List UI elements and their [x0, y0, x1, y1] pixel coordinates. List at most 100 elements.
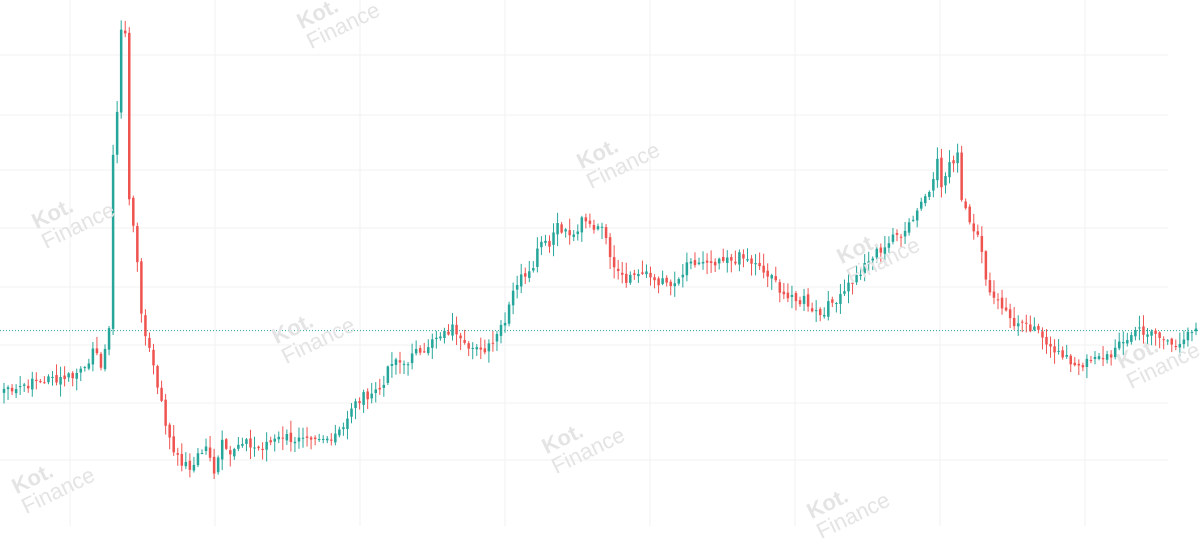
- candle: [326, 435, 329, 444]
- candle-body-up: [843, 291, 846, 294]
- candle-body-up: [233, 449, 236, 457]
- candle: [596, 223, 600, 231]
- candle: [305, 427, 309, 447]
- candle-body-up: [273, 438, 276, 442]
- candle-body-down: [188, 460, 192, 470]
- candle-body-up: [532, 268, 535, 271]
- candle: [111, 144, 115, 336]
- candle: [823, 307, 826, 319]
- candle-body-up: [317, 439, 321, 441]
- candle-body-down: [988, 280, 992, 293]
- candle-body-up: [2, 388, 6, 393]
- candle: [1190, 330, 1194, 342]
- candle-body-down: [1081, 365, 1085, 368]
- candle-body-up: [67, 373, 70, 378]
- candle-body-up: [511, 290, 515, 306]
- candle-body-up: [374, 389, 377, 394]
- candle: [653, 274, 656, 289]
- candle-body-down: [463, 340, 466, 343]
- candle-body-down: [782, 291, 786, 295]
- candle: [180, 443, 184, 472]
- candle: [338, 426, 341, 438]
- candle: [22, 382, 26, 393]
- candle-body-down: [55, 375, 58, 383]
- candle-body-down: [176, 453, 180, 455]
- candle-body-down: [10, 387, 14, 392]
- candle: [386, 365, 390, 386]
- candle-body-down: [968, 206, 971, 223]
- candle-body-up: [79, 368, 83, 373]
- candle-body-down: [1158, 332, 1161, 338]
- candle: [212, 448, 216, 480]
- candle: [576, 224, 580, 241]
- candle: [560, 221, 563, 234]
- candle: [123, 20, 127, 38]
- candle: [1158, 331, 1161, 349]
- candle-body-down: [1029, 324, 1032, 332]
- candle: [1194, 322, 1198, 336]
- candle: [63, 366, 66, 387]
- candle-body-up: [875, 248, 879, 258]
- candle: [701, 251, 705, 270]
- candle-body-up: [1134, 330, 1137, 337]
- candle: [976, 224, 980, 238]
- candle-body-up: [47, 376, 50, 383]
- candle-body-up: [334, 433, 337, 443]
- candle-body-up: [204, 446, 208, 452]
- candle: [697, 257, 701, 266]
- candle-body-up: [435, 337, 438, 340]
- candle-body-down: [398, 360, 402, 363]
- candle: [406, 361, 410, 376]
- candle: [390, 352, 394, 378]
- candle-body-up: [726, 257, 729, 263]
- candle-body-down: [721, 257, 725, 261]
- candle-body-up: [839, 294, 842, 304]
- candle-body-down: [261, 448, 264, 451]
- candle: [1105, 350, 1109, 364]
- candle-body-down: [604, 227, 608, 239]
- candle: [689, 258, 693, 270]
- candle: [237, 437, 240, 452]
- candle: [1126, 332, 1129, 347]
- candle-body-down: [1077, 363, 1081, 366]
- candle-body-down: [39, 381, 42, 383]
- candle-body-up: [1182, 339, 1186, 345]
- candle: [188, 453, 192, 478]
- candle-body-down: [625, 273, 628, 283]
- candle-body-up: [863, 263, 866, 274]
- candle: [919, 197, 923, 211]
- candle: [47, 374, 50, 385]
- candle-body-up: [184, 461, 188, 467]
- candle: [321, 435, 325, 444]
- candle: [249, 429, 252, 460]
- candle-body-down: [144, 315, 147, 337]
- candle: [1134, 326, 1137, 341]
- candle: [317, 433, 321, 442]
- candle: [899, 233, 903, 248]
- candle-body-up: [475, 347, 479, 350]
- candle: [285, 429, 289, 445]
- candle: [1025, 314, 1028, 333]
- candle-body-up: [285, 434, 289, 441]
- candle-body-up: [645, 271, 648, 275]
- candle-body-down: [289, 432, 293, 443]
- candle-body-up: [596, 226, 600, 230]
- candle-body-down: [422, 351, 426, 353]
- candle: [855, 265, 858, 285]
- candle: [447, 324, 450, 336]
- candle-body-up: [827, 301, 830, 317]
- candle: [1093, 351, 1097, 365]
- candle: [964, 198, 967, 210]
- candle-body-down: [281, 437, 285, 439]
- candle: [600, 222, 604, 240]
- candle-body-up: [427, 347, 430, 354]
- candle-body-up: [697, 262, 701, 265]
- candlestick-chart: [0, 0, 1200, 526]
- candle-body-down: [996, 299, 1000, 301]
- candle-body-up: [746, 259, 749, 261]
- candle-body-down: [794, 293, 798, 302]
- candle: [71, 371, 74, 387]
- candle: [1174, 339, 1178, 351]
- candle: [536, 237, 539, 273]
- candle-body-up: [111, 154, 115, 329]
